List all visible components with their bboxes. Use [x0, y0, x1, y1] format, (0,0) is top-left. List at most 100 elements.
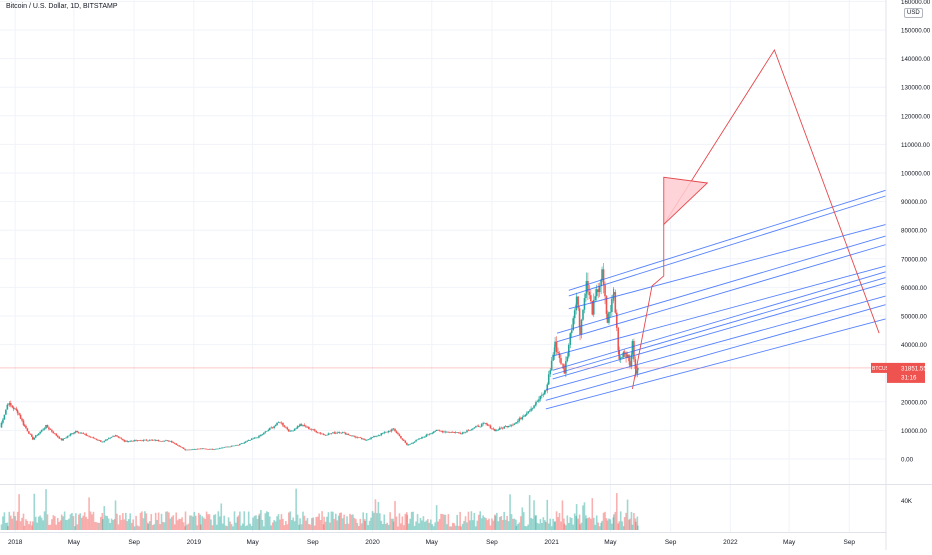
volume-bar — [7, 526, 9, 530]
channel-line — [552, 265, 887, 357]
volume-bar — [549, 518, 552, 530]
candle-body — [119, 437, 121, 439]
volume-bar — [218, 516, 221, 530]
candle-body — [199, 448, 202, 450]
volume-bar — [480, 518, 483, 530]
candle-body — [401, 438, 404, 440]
candle-body — [75, 431, 77, 433]
candle-body — [512, 424, 514, 426]
candle-body — [179, 446, 182, 448]
candle-body — [432, 431, 435, 434]
volume-bar — [97, 522, 99, 530]
candle-body — [404, 440, 407, 443]
candle-body — [549, 370, 552, 375]
volume-bar — [326, 516, 328, 530]
volume-bar — [289, 511, 292, 530]
volume-bar — [150, 514, 153, 530]
candle-body — [292, 430, 295, 432]
candle-body — [279, 422, 281, 424]
candle-body — [247, 440, 250, 441]
volume-bar — [135, 515, 137, 530]
volume-bar — [243, 511, 246, 530]
candle-body — [69, 433, 72, 436]
candle-body — [28, 431, 30, 434]
x-tick-label: May — [68, 539, 81, 546]
volume-bar — [611, 523, 613, 530]
candle-body — [552, 354, 554, 361]
volume-bar — [427, 519, 429, 530]
volume-bar — [513, 518, 516, 530]
volume-bar — [358, 525, 360, 530]
volume-bar — [205, 511, 208, 530]
currency-badge[interactable]: USD — [904, 8, 923, 18]
candle-body — [173, 442, 176, 444]
candle-body — [236, 444, 239, 446]
volume-bar — [470, 511, 473, 530]
volume-bar — [62, 516, 64, 530]
volume-bar — [387, 524, 390, 530]
ticker-tag: BTCUSD — [872, 366, 893, 372]
volume-bar — [407, 523, 410, 530]
volume-bar — [14, 516, 16, 530]
volume-bar — [69, 514, 72, 530]
candle-body — [45, 424, 47, 429]
volume-bar — [368, 520, 371, 530]
volume-bar — [633, 513, 635, 530]
volume-bar — [199, 514, 202, 530]
candle-body — [139, 440, 142, 442]
channel-lines[interactable] — [545, 189, 887, 410]
volume-axis-label: 40K — [901, 498, 913, 505]
volume-bar — [373, 512, 375, 530]
projection-drawing[interactable] — [631, 49, 880, 390]
candle-body — [230, 445, 233, 447]
candle-body — [165, 440, 167, 441]
x-tick-label: Sep — [128, 539, 140, 546]
volume-bar — [12, 511, 15, 530]
x-tick-label: May — [604, 539, 617, 546]
candle-body — [333, 432, 336, 434]
candle-body — [109, 437, 111, 439]
channel-line — [568, 189, 887, 291]
volume-bar — [334, 513, 337, 530]
symbol-title[interactable]: Bitcoin / U.S. Dollar, 1D, BITSTAMP — [6, 3, 118, 10]
volume-bar — [419, 517, 422, 530]
candle-body — [492, 428, 495, 430]
volume-bar — [424, 521, 426, 530]
candle-body — [515, 422, 518, 423]
candle-body — [25, 425, 27, 429]
candle-body — [595, 289, 598, 297]
candle-body — [8, 403, 11, 405]
candle-body — [190, 449, 193, 451]
candle-body — [113, 436, 116, 437]
volume-bar — [432, 526, 435, 530]
candle-body — [480, 424, 483, 427]
volume-bar — [265, 511, 268, 530]
volume-bar — [332, 511, 334, 530]
candle-body — [506, 426, 508, 428]
volume-bar — [302, 511, 304, 530]
volume-bar — [5, 522, 7, 530]
volume-bar — [544, 520, 546, 530]
volume-bar — [594, 524, 597, 530]
volume-bar — [66, 519, 69, 530]
candle-body — [504, 426, 507, 427]
volume-bar — [288, 512, 290, 530]
candle-body — [86, 435, 89, 437]
volume-bar — [459, 511, 461, 530]
volume-bar — [588, 517, 591, 530]
volume-bar — [566, 515, 569, 530]
candle-body — [303, 424, 306, 427]
candle-body — [482, 423, 484, 425]
candle-body — [144, 439, 146, 441]
candle-body — [29, 433, 32, 435]
volume-bar — [264, 513, 267, 530]
volume-bar — [106, 516, 109, 530]
volume-bar — [390, 518, 393, 530]
volume-bar — [286, 524, 289, 530]
volume-bar — [138, 526, 140, 530]
candle-body — [300, 424, 303, 426]
volume-bar — [464, 516, 467, 530]
candle-body — [213, 449, 215, 450]
